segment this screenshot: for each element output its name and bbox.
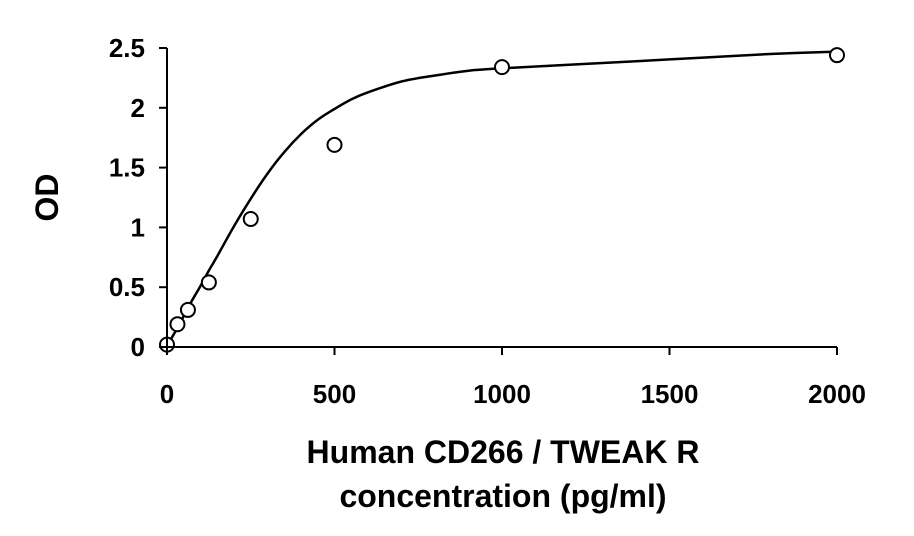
y-tick-label: 2 <box>131 93 145 123</box>
x-axis-title-line-2: concentration (pg/ml) <box>339 478 666 514</box>
data-point <box>169 316 186 333</box>
y-tick-label: 1.5 <box>109 153 145 183</box>
x-tick-label: 500 <box>313 379 356 409</box>
x-tick-label: 2000 <box>808 379 866 409</box>
y-tick-label: 0.5 <box>109 272 145 302</box>
y-tick-label: 2.5 <box>109 33 145 63</box>
x-tick-label: 1000 <box>473 379 531 409</box>
data-point <box>179 301 196 318</box>
data-point <box>829 47 845 64</box>
x-tick-label: 0 <box>160 379 174 409</box>
y-tick-label: 1 <box>131 212 145 242</box>
data-point <box>494 59 510 76</box>
data-point <box>326 136 343 153</box>
data-point <box>200 274 217 291</box>
x-axis-title-line-1: Human CD266 / TWEAK R <box>307 434 700 470</box>
fit-curve-line <box>165 50 838 347</box>
y-tick-label: 0 <box>131 332 145 362</box>
y-axis: 0 0.5 1 1.5 2 2.5 <box>109 33 168 362</box>
data-point <box>242 211 259 228</box>
y-axis-title: OD <box>29 174 65 222</box>
x-axis: 0 500 1000 1500 2000 <box>160 346 866 409</box>
plot-area <box>159 47 845 353</box>
x-tick-label: 1500 <box>641 379 699 409</box>
